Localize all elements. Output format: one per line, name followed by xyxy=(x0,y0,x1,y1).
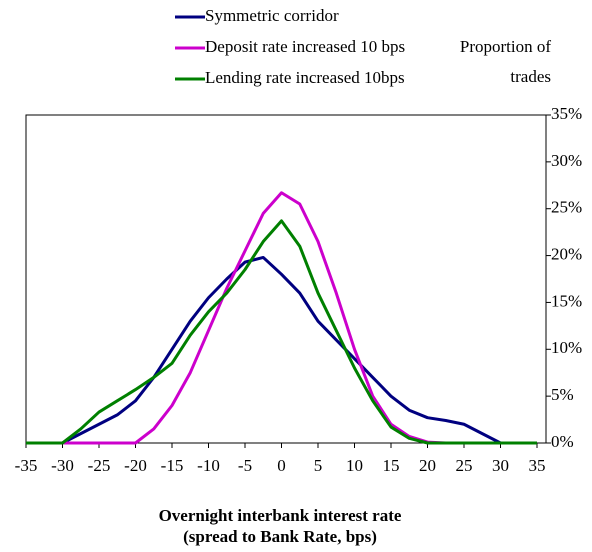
x-tick-label: -35 xyxy=(15,456,38,475)
legend-label: Symmetric corridor xyxy=(205,6,339,25)
x-tick-label: -30 xyxy=(51,456,74,475)
x-tick-label: 5 xyxy=(314,456,323,475)
y-tick-label: 10% xyxy=(551,338,582,357)
y-tick-label: 35% xyxy=(551,104,582,123)
x-tick-label: 15 xyxy=(383,456,400,475)
legend-label: Deposit rate increased 10 bps xyxy=(205,37,405,56)
y-axis-label: trades xyxy=(510,67,551,86)
x-tick-label: 0 xyxy=(277,456,286,475)
x-tick-label: 20 xyxy=(419,456,436,475)
x-tick-label: 35 xyxy=(529,456,546,475)
x-tick-label: 10 xyxy=(346,456,363,475)
x-tick-label: -20 xyxy=(124,456,147,475)
y-tick-label: 20% xyxy=(551,244,582,263)
plot-area xyxy=(25,114,547,444)
y-axis-label: Proportion of xyxy=(460,37,551,56)
x-tick-label: -5 xyxy=(238,456,252,475)
legend-label: Lending rate increased 10bps xyxy=(205,68,405,87)
y-tick-label: 15% xyxy=(551,291,582,310)
x-tick-label: 25 xyxy=(456,456,473,475)
x-axis-label: Overnight interbank interest rate xyxy=(159,506,402,525)
line xyxy=(26,219,537,445)
x-tick-label: 30 xyxy=(492,456,509,475)
y-tick-label: 0% xyxy=(551,432,574,451)
y-tick-label: 25% xyxy=(551,198,582,217)
x-tick-label: -15 xyxy=(161,456,184,475)
x-tick-label: -10 xyxy=(197,456,220,475)
line xyxy=(26,255,537,445)
x-axis-label: (spread to Bank Rate, bps) xyxy=(183,527,377,546)
y-tick-label: 30% xyxy=(551,151,582,170)
y-tick-label: 5% xyxy=(551,385,574,404)
line xyxy=(26,191,537,445)
x-tick-label: -25 xyxy=(88,456,111,475)
